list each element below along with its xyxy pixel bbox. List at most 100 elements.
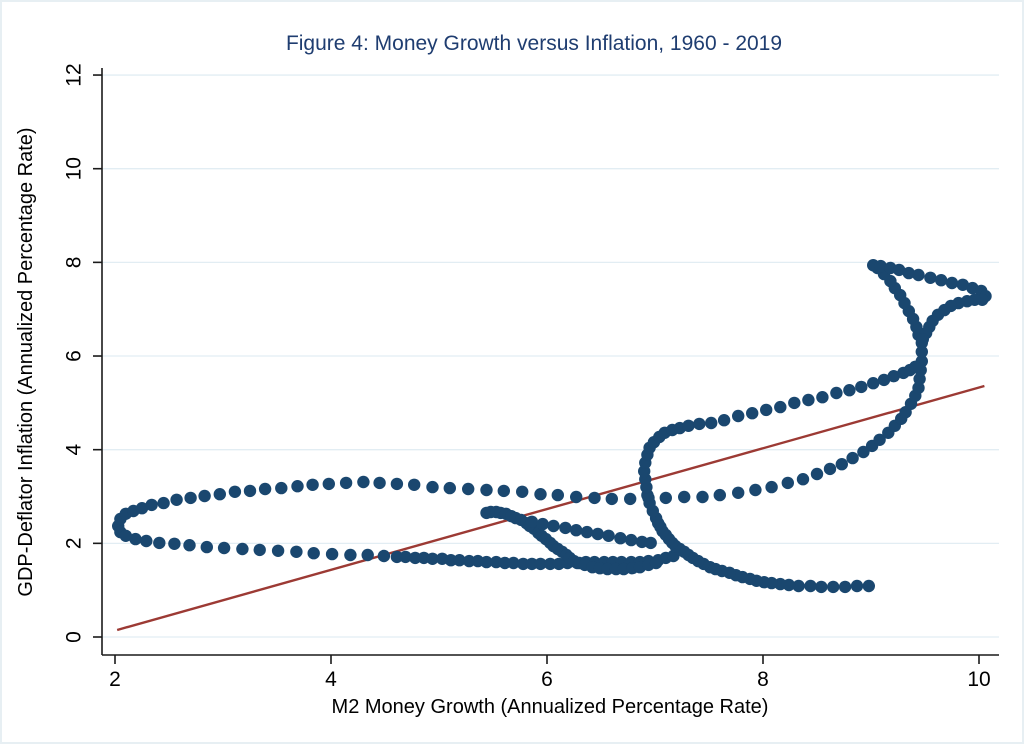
data-point xyxy=(855,380,868,394)
data-point xyxy=(547,519,560,533)
data-point xyxy=(183,539,196,552)
data-point xyxy=(915,345,928,358)
data-point xyxy=(788,396,801,410)
data-point xyxy=(534,557,547,571)
data-point xyxy=(322,477,335,491)
data-point xyxy=(463,554,476,568)
data-point xyxy=(570,524,583,537)
data-point xyxy=(236,542,249,556)
data-point xyxy=(605,492,618,506)
data-point xyxy=(217,541,231,555)
y-tick-label: 12 xyxy=(63,63,86,86)
data-point xyxy=(887,370,900,383)
data-point xyxy=(258,482,272,496)
data-point xyxy=(802,393,815,407)
data-point xyxy=(536,517,549,531)
data-point xyxy=(409,551,422,565)
x-tick-label: 4 xyxy=(325,668,337,691)
data-point xyxy=(399,550,412,564)
data-point xyxy=(290,545,303,558)
data-point xyxy=(649,556,663,570)
data-point xyxy=(580,525,594,539)
data-point xyxy=(816,391,829,404)
data-point xyxy=(857,445,870,459)
data-point xyxy=(765,480,778,494)
data-point xyxy=(877,373,891,387)
data-point xyxy=(157,496,170,510)
y-tick-label: 2 xyxy=(63,537,86,549)
x-axis-ticks: 2 4 6 8 10 xyxy=(109,655,991,691)
data-point xyxy=(291,480,304,493)
data-point xyxy=(873,433,886,446)
data-point xyxy=(602,529,615,542)
data-point xyxy=(614,532,627,545)
data-point xyxy=(426,480,439,494)
data-point xyxy=(373,476,386,490)
data-point xyxy=(912,268,925,282)
data-point xyxy=(443,481,456,495)
data-point xyxy=(693,417,706,431)
data-point xyxy=(253,543,266,557)
data-point xyxy=(517,557,530,571)
data-point xyxy=(119,529,132,542)
data-point xyxy=(746,407,759,420)
data-point xyxy=(534,488,547,501)
data-point xyxy=(213,488,226,501)
data-point xyxy=(271,544,285,557)
x-tick-label: 6 xyxy=(541,668,553,691)
data-point xyxy=(924,271,937,284)
data-point xyxy=(390,550,404,564)
data-point xyxy=(498,556,512,570)
data-point xyxy=(838,580,852,594)
data-point xyxy=(377,549,391,563)
data-point xyxy=(774,400,787,414)
y-tick-label: 6 xyxy=(63,350,86,362)
data-point xyxy=(497,484,510,498)
y-tick-label: 4 xyxy=(63,444,86,456)
data-point xyxy=(696,490,709,504)
data-point xyxy=(140,534,153,548)
data-point xyxy=(480,555,493,569)
data-point xyxy=(815,580,828,594)
data-point xyxy=(705,416,718,430)
data-point xyxy=(591,527,604,541)
scatter-points xyxy=(112,259,992,594)
data-point xyxy=(874,259,887,273)
data-point xyxy=(228,485,242,498)
y-tick-label: 0 xyxy=(63,631,86,643)
data-point xyxy=(507,556,520,570)
data-point xyxy=(850,579,864,593)
data-point xyxy=(625,533,638,547)
data-point xyxy=(307,547,320,560)
data-point xyxy=(846,451,859,465)
data-point xyxy=(570,490,583,504)
data-point xyxy=(916,333,929,346)
data-point xyxy=(732,409,745,423)
data-point xyxy=(453,554,466,567)
data-point xyxy=(659,491,672,505)
data-point xyxy=(935,274,948,287)
data-point xyxy=(444,554,458,567)
trend-line xyxy=(116,384,985,632)
data-point xyxy=(624,492,637,506)
data-point xyxy=(390,477,404,491)
data-point xyxy=(796,473,810,486)
data-point xyxy=(956,278,969,291)
data-point xyxy=(480,483,493,497)
data-point xyxy=(135,502,149,515)
data-point xyxy=(168,537,181,550)
data-point xyxy=(804,579,817,593)
data-point xyxy=(717,414,731,427)
x-tick-label: 2 xyxy=(109,668,121,691)
data-point xyxy=(275,481,288,495)
data-point xyxy=(892,263,906,277)
data-point xyxy=(588,491,601,505)
data-point xyxy=(344,548,357,562)
x-axis-title: M2 Money Growth (Annualized Percentage R… xyxy=(332,696,769,718)
data-point xyxy=(170,493,183,506)
data-point xyxy=(827,580,840,594)
data-point xyxy=(678,490,691,504)
x-tick-label: 10 xyxy=(967,668,990,691)
data-point xyxy=(306,478,319,491)
data-point xyxy=(810,467,824,481)
